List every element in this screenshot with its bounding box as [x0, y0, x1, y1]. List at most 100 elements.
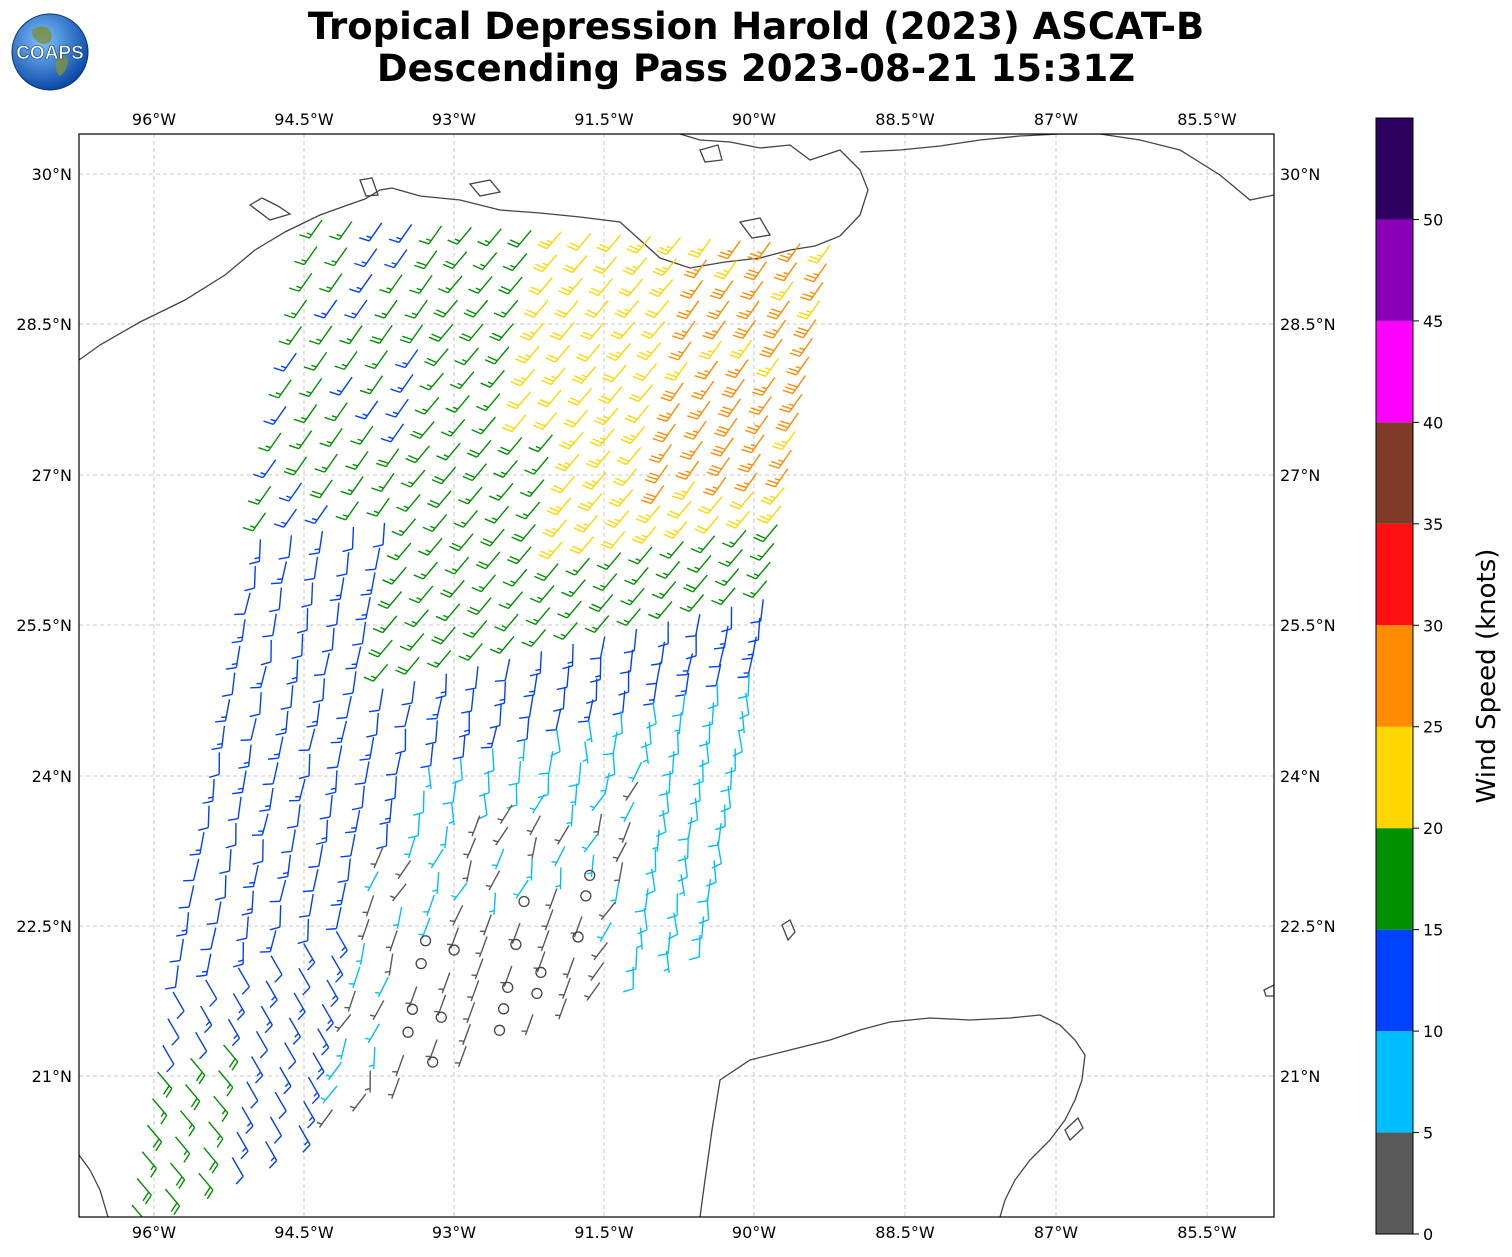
wind-barb: [625, 947, 638, 973]
wind-barb: [545, 888, 558, 910]
wind-barb: [444, 556, 470, 575]
wind-barb: [732, 320, 756, 340]
wind-barb: [167, 1018, 180, 1046]
wind-barb: [668, 341, 692, 361]
wind-barb: [588, 962, 605, 981]
wind-barb: [440, 418, 466, 437]
wind-barb: [454, 1045, 467, 1068]
lon-tick-label-bottom: 90°W: [732, 1223, 776, 1242]
wind-barb: [301, 582, 314, 608]
coaps-logo: COAPS: [11, 13, 89, 91]
wind-barb: [645, 849, 657, 875]
wind-barb: [164, 1188, 181, 1216]
wind-barb: [420, 743, 434, 769]
lon-tick-label-top: 91.5°W: [574, 110, 634, 129]
wind-barb: [494, 658, 511, 682]
lon-tick-label-bottom: 87°W: [1034, 1223, 1078, 1242]
wind-barb: [395, 656, 420, 675]
wind-barb: [535, 966, 547, 979]
wind-barb: [312, 678, 326, 704]
wind-barb: [293, 404, 318, 424]
wind-barb: [269, 905, 282, 931]
colorbar-tick-label: 5: [1423, 1124, 1433, 1143]
wind-barb: [309, 479, 333, 499]
wind-barb: [297, 918, 310, 945]
lat-tick-label-right: 28.5°N: [1280, 315, 1336, 334]
wind-barb: [461, 689, 475, 714]
lat-tick-label-right: 30°N: [1280, 165, 1320, 184]
wind-barb: [765, 468, 789, 488]
wind-barb: [637, 907, 648, 935]
wind-barb: [545, 344, 571, 363]
wind-barb: [477, 228, 502, 247]
wind-barb: [800, 281, 824, 301]
wind-barb: [596, 552, 622, 571]
wind-barb: [223, 1044, 239, 1071]
wind-barb: [502, 568, 528, 587]
lon-tick-label-bottom: 91.5°W: [574, 1223, 634, 1242]
wind-barb: [702, 320, 726, 340]
wind-barb: [287, 804, 301, 829]
wind-barb: [596, 922, 612, 942]
wind-barb: [435, 603, 461, 622]
wind-barb: [232, 942, 245, 968]
wind-barb: [644, 464, 669, 484]
wind-barb: [299, 893, 314, 918]
wind-barb: [291, 633, 304, 660]
wind-barb: [435, 1011, 447, 1023]
lat-tick-label-right: 24°N: [1280, 767, 1320, 786]
wind-barb: [471, 416, 496, 435]
wind-barb: [755, 357, 780, 377]
wind-barb: [664, 361, 688, 381]
wind-barb: [635, 505, 661, 524]
wind-barb: [620, 801, 635, 823]
wind-barb: [340, 834, 356, 858]
wind-barb: [620, 426, 646, 445]
wind-barb: [675, 460, 700, 480]
wind-barb: [488, 482, 514, 501]
wind-barb: [598, 385, 623, 404]
wind-barb: [371, 472, 395, 493]
wind-barb: [687, 797, 699, 825]
wind-barb: [789, 337, 814, 357]
wind-barb: [325, 770, 338, 796]
wind-barb: [390, 373, 414, 394]
wind-barb: [524, 456, 549, 475]
wind-barb: [288, 272, 313, 292]
wind-barb: [241, 1106, 254, 1135]
wind-barb: [657, 621, 669, 648]
wind-barb: [375, 448, 400, 468]
wind-barb: [721, 606, 733, 633]
wind-barb: [269, 879, 287, 903]
wind-barb: [243, 864, 259, 889]
wind-barb: [652, 258, 678, 277]
wind-barb: [314, 299, 338, 319]
wind-barb: [288, 1017, 302, 1045]
wind-barb: [698, 740, 710, 768]
wind-barb: [227, 1018, 241, 1047]
wind-barb: [662, 751, 675, 777]
wind-barb: [298, 753, 311, 780]
lat-tick-label-left: 25.5°N: [16, 616, 72, 635]
wind-barb: [694, 360, 719, 380]
wind-barb: [344, 990, 356, 1012]
wind-barb: [196, 953, 212, 978]
wind-barb: [532, 411, 558, 430]
wind-barb: [298, 377, 323, 398]
wind-barb: [247, 485, 272, 505]
wind-barb: [622, 781, 639, 801]
wind-barb: [386, 930, 398, 952]
wind-barb: [497, 1003, 510, 1015]
wind-barb: [172, 991, 185, 1020]
wind-barb: [581, 833, 599, 853]
wind-barb: [409, 274, 433, 295]
wind-barb: [683, 259, 708, 279]
wind-barb: [510, 938, 522, 951]
wind-barb: [253, 459, 277, 479]
wind-barb: [502, 981, 514, 994]
wind-barb: [176, 912, 190, 937]
wind-barb: [404, 299, 428, 319]
wind-barb: [683, 420, 707, 440]
lon-tick-label-top: 96°W: [132, 110, 176, 129]
coastline-yucatan: [699, 1014, 1086, 1217]
